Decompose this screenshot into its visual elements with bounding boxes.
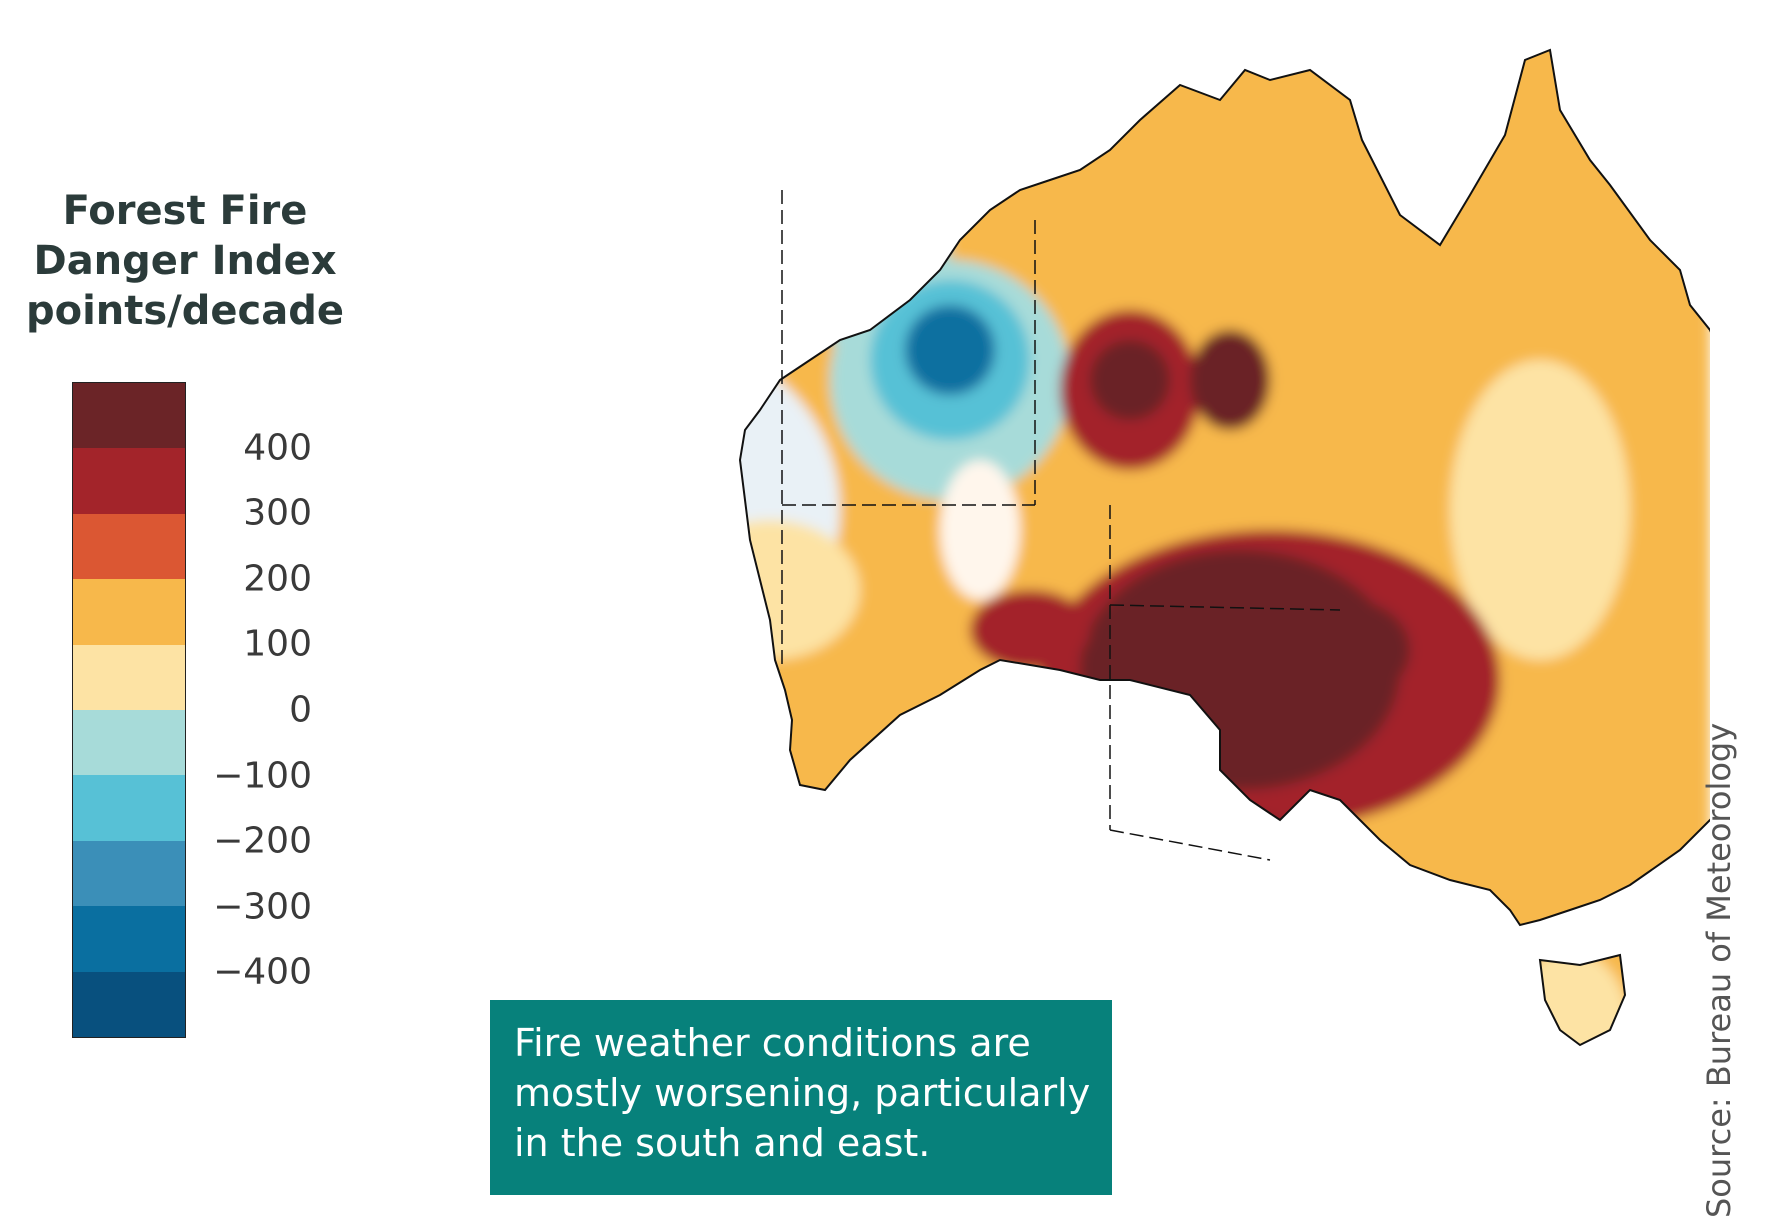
legend-swatch [73,644,185,711]
legend-swatch [73,513,185,580]
legend-tick-labels: 400 300 200 100 0 −100 −200 −300 −400 [190,382,320,1038]
legend-swatch [73,971,185,1038]
key-message-line-2: mostly worsening, particularly [514,1071,1091,1115]
legend-title: Forest Fire Danger Index points/decade [20,186,350,336]
key-message-line-1: Fire weather conditions are [514,1021,1031,1065]
key-message-line-3: in the south and east. [514,1121,931,1165]
legend-swatch [73,840,185,907]
legend-tick-label: 0 [289,689,312,731]
legend-swatch [73,906,185,972]
legend-swatch [73,710,185,776]
legend-swatch [73,448,185,514]
legend-tick-label: 100 [243,623,312,665]
source-credit-text: Source: Bureau of Meteorology [1700,722,1738,1218]
legend-tick-label: 300 [243,492,312,534]
legend-swatch [73,579,185,645]
key-message-box: Fire weather conditions are mostly worse… [490,1000,1112,1195]
legend-swatch [73,775,185,841]
australia-fire-danger-map [739,49,1710,1046]
legend-tick-label: −300 [213,886,312,928]
legend-tick-label: 200 [243,558,312,600]
legend-tick-label: −100 [213,755,312,797]
legend-tick-label: −400 [213,951,312,993]
source-credit: Source: Bureau of Meteorology [1700,723,1738,1218]
legend-tick-label: −200 [213,820,312,862]
legend-swatch [73,383,185,449]
legend-title-line-2: Danger Index [33,238,337,284]
legend-tick-label: 400 [243,427,312,469]
legend-color-scale [72,382,186,1038]
legend-title-line-3: points/decade [25,288,345,334]
legend-title-line-1: Forest Fire [62,188,308,234]
